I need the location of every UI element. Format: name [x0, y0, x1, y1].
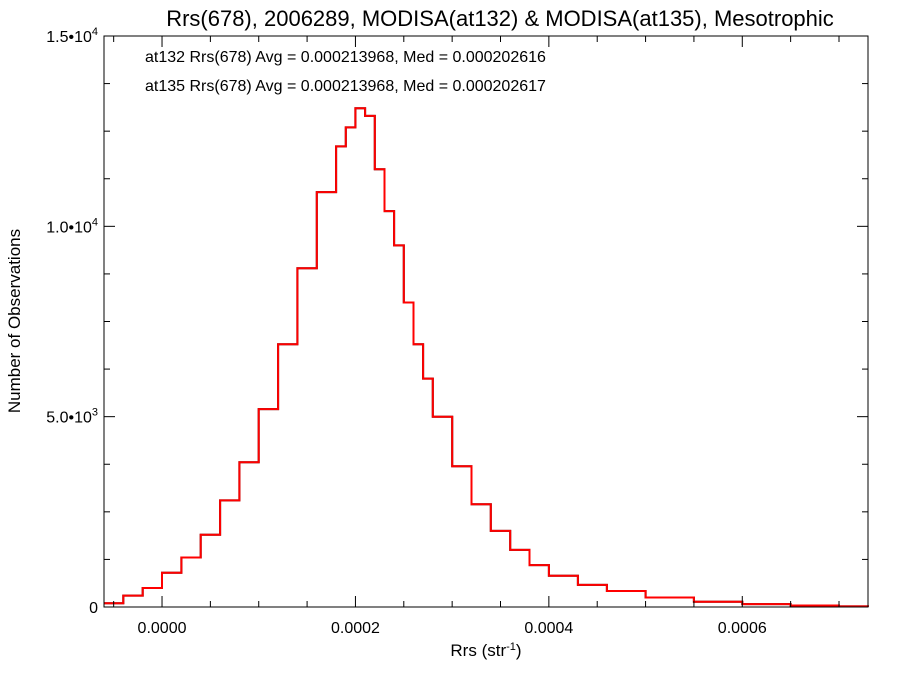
series-layer	[104, 107, 869, 608]
plot-frame	[103, 35, 869, 608]
y-tick-label: 5.0•103	[46, 407, 98, 427]
tick-layer: 0.0000 0.0002 0.0004 0.0006 0 5.0•103 1.0•104 1…	[46, 26, 868, 637]
annotation-at135: at135 Rrs(678) Avg = 0.000213968, Med = …	[145, 78, 546, 95]
y-axis-label: Number of Observations	[5, 229, 24, 413]
annotation-at132: at132 Rrs(678) Avg = 0.000213968, Med = …	[145, 49, 546, 66]
x-axis-label-exponent: -1	[506, 641, 516, 653]
series-line-at132	[104, 107, 869, 608]
series-line-at135	[104, 107, 869, 608]
x-axis-label-close: )	[516, 641, 522, 660]
y-tick-label: 1.5•104	[46, 26, 98, 46]
chart-title: Rrs(678), 2006289, MODISA(at132) & MODIS…	[166, 6, 834, 31]
y-tick-label: 0	[89, 600, 98, 617]
x-tick-label: 0.0000	[138, 620, 187, 637]
x-tick-label: 0.0004	[524, 620, 573, 637]
y-tick-label: 1.0•104	[46, 216, 98, 236]
x-axis-label: Rrs (str-1)	[450, 641, 521, 660]
x-tick-label: 0.0006	[718, 620, 767, 637]
x-axis-label-base: Rrs (str	[450, 641, 506, 660]
x-tick-label: 0.0002	[331, 620, 380, 637]
